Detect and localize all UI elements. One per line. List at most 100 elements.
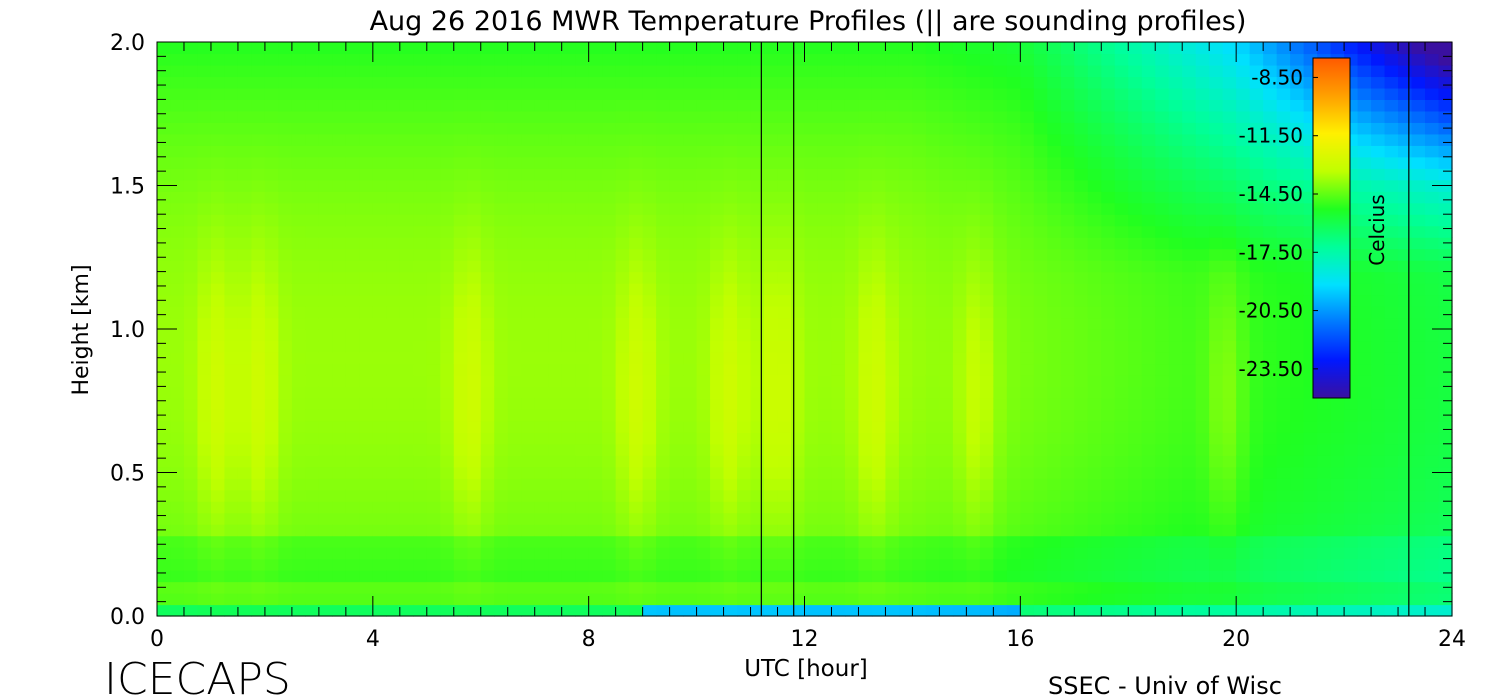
heatmap-cell xyxy=(575,202,590,215)
heatmap-cell xyxy=(1128,478,1143,491)
heatmap-cell xyxy=(1155,432,1170,445)
heatmap-cell xyxy=(1033,455,1048,468)
heatmap-cell xyxy=(399,581,414,594)
heatmap-cell xyxy=(885,99,900,112)
heatmap-cell xyxy=(1182,478,1197,491)
heatmap-cell xyxy=(1438,271,1453,284)
heatmap-cell xyxy=(426,99,441,112)
heatmap-cell xyxy=(386,87,401,100)
heatmap-cell xyxy=(197,570,212,583)
heatmap-cell xyxy=(1168,271,1183,284)
heatmap-cell xyxy=(453,202,468,215)
heatmap-cell xyxy=(494,570,509,583)
heatmap-cell xyxy=(642,191,657,204)
heatmap-cell xyxy=(642,478,657,491)
heatmap-cell xyxy=(925,386,940,399)
heatmap-cell xyxy=(332,225,347,238)
heatmap-cell xyxy=(1384,524,1399,537)
heatmap-cell xyxy=(318,306,333,319)
heatmap-cell xyxy=(251,191,266,204)
heatmap-cell xyxy=(750,156,765,169)
heatmap-cell xyxy=(345,248,360,261)
heatmap-cell xyxy=(683,294,698,307)
heatmap-cell xyxy=(1384,87,1399,100)
heatmap-cell xyxy=(291,340,306,353)
heatmap-cell xyxy=(885,478,900,491)
heatmap-cell xyxy=(345,294,360,307)
heatmap-cell xyxy=(588,478,603,491)
heatmap-cell xyxy=(561,133,576,146)
heatmap-cell xyxy=(318,547,333,560)
heatmap-cell xyxy=(1074,570,1089,583)
heatmap-cell xyxy=(1438,535,1453,548)
heatmap-cell xyxy=(1155,179,1170,192)
heatmap-cell xyxy=(642,99,657,112)
heatmap-cell xyxy=(804,443,819,456)
heatmap-cell xyxy=(925,76,940,89)
heatmap-cell xyxy=(750,512,765,525)
heatmap-cell xyxy=(777,294,792,307)
heatmap-cell xyxy=(764,478,779,491)
heatmap-cell xyxy=(170,340,185,353)
heatmap-cell xyxy=(737,478,752,491)
heatmap-cell xyxy=(966,225,981,238)
heatmap-cell xyxy=(359,547,374,560)
heatmap-cell xyxy=(912,42,927,55)
heatmap-cell xyxy=(1236,501,1251,514)
heatmap-cell xyxy=(844,156,860,169)
heatmap-cell xyxy=(183,168,199,181)
heatmap-cell xyxy=(1384,122,1399,135)
heatmap-cell xyxy=(1276,306,1291,319)
heatmap-cell xyxy=(1398,237,1413,250)
heatmap-cell xyxy=(629,558,644,571)
heatmap-cell xyxy=(1168,179,1183,192)
heatmap-cell xyxy=(588,443,603,456)
heatmap-cell xyxy=(1209,191,1224,204)
heatmap-cell xyxy=(912,168,927,181)
heatmap-cell xyxy=(710,87,725,100)
heatmap-cell xyxy=(291,306,306,319)
heatmap-cell xyxy=(413,604,428,617)
heatmap-cell xyxy=(1074,443,1089,456)
heatmap-cell xyxy=(1195,443,1210,456)
heatmap-cell xyxy=(939,524,954,537)
heatmap-cell xyxy=(885,156,900,169)
heatmap-cell xyxy=(912,397,927,410)
heatmap-cell xyxy=(588,329,603,342)
heatmap-cell xyxy=(1290,397,1305,410)
heatmap-cell xyxy=(764,329,779,342)
heatmap-cell xyxy=(386,260,401,273)
heatmap-cell xyxy=(264,570,280,583)
heatmap-cell xyxy=(1195,64,1210,78)
heatmap-cell xyxy=(1222,248,1237,261)
heatmap-cell xyxy=(1276,570,1291,583)
heatmap-cell xyxy=(669,351,684,365)
heatmap-cell xyxy=(480,237,495,250)
heatmap-cell xyxy=(979,260,994,273)
heatmap-cell xyxy=(979,512,994,525)
heatmap-cell xyxy=(521,225,536,238)
heatmap-cell xyxy=(871,156,887,169)
heatmap-cell xyxy=(1249,524,1264,537)
heatmap-cell xyxy=(264,409,280,422)
heatmap-cell xyxy=(1087,501,1102,514)
heatmap-cell xyxy=(844,397,860,410)
heatmap-cell xyxy=(925,145,940,158)
heatmap-cell xyxy=(696,501,711,514)
heatmap-cell xyxy=(534,110,549,123)
heatmap-cell xyxy=(1182,374,1197,387)
heatmap-cell xyxy=(804,294,819,307)
heatmap-cell xyxy=(993,374,1008,387)
heatmap-cell xyxy=(1249,133,1264,146)
heatmap-cell xyxy=(1060,237,1075,250)
heatmap-cell xyxy=(210,42,226,55)
heatmap-cell xyxy=(1209,64,1224,78)
heatmap-cell xyxy=(480,179,495,192)
heatmap-cell xyxy=(602,53,617,66)
heatmap-cell xyxy=(372,168,387,181)
heatmap-cell xyxy=(629,593,644,606)
heatmap-cell xyxy=(1033,306,1048,319)
heatmap-cell xyxy=(1425,593,1440,606)
heatmap-cell xyxy=(399,110,414,123)
heatmap-cell xyxy=(521,283,536,296)
